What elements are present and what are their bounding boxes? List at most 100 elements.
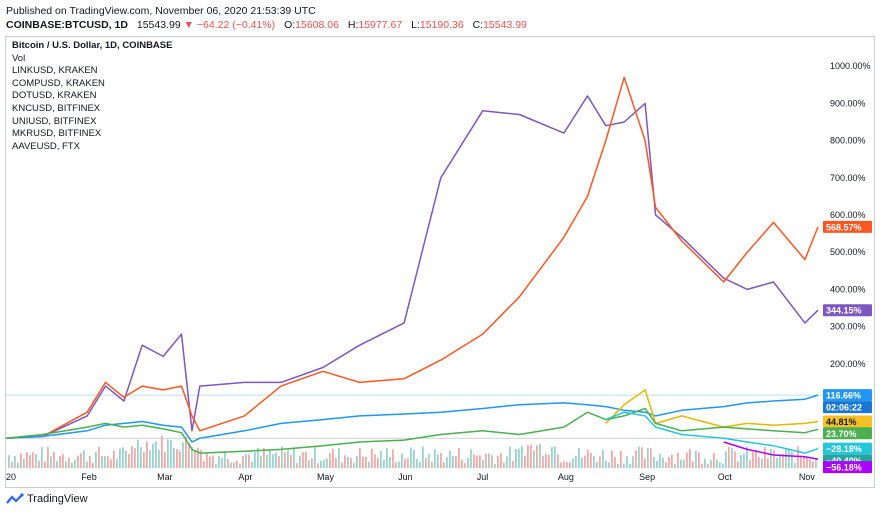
legend-item[interactable]: AAVEUSD, FTX	[12, 140, 80, 152]
volume-bar	[638, 446, 640, 468]
volume-bar	[206, 452, 208, 468]
volume-bar	[569, 462, 571, 468]
volume-bar	[155, 441, 157, 468]
volume-bar	[221, 457, 223, 468]
volume-bar	[326, 458, 328, 468]
x-tick-label: Mar	[157, 472, 173, 482]
legend-item[interactable]: LINKUSD, KRAKEN	[12, 65, 98, 77]
volume-bar	[740, 454, 742, 468]
volume-bar	[194, 450, 196, 468]
value-badge-label: −28.18%	[826, 444, 862, 454]
volume-bar	[521, 445, 523, 468]
volume-bar	[209, 456, 211, 468]
volume-bar	[527, 444, 529, 468]
volume-bar	[551, 447, 553, 468]
volume-bar	[695, 450, 697, 468]
value-badge	[823, 442, 872, 455]
volume-bar	[143, 451, 145, 468]
symbol-label[interactable]: COINBASE:BTCUSD, 1D	[6, 19, 128, 31]
volume-bar	[545, 453, 547, 468]
volume-bar	[152, 443, 154, 468]
volume-bar	[557, 454, 559, 468]
legend-item[interactable]: COMPUSD, KRAKEN	[12, 77, 105, 89]
volume-bar	[479, 455, 481, 468]
volume-bar	[359, 447, 361, 468]
volume-bar	[725, 451, 727, 468]
volume-bar	[86, 461, 88, 468]
y-tick-label: 800.00%	[830, 136, 866, 146]
value-badge-label: 02:06:22	[826, 403, 862, 413]
volume-bar	[575, 455, 577, 468]
volume-bar	[287, 450, 289, 468]
volume-bar	[197, 447, 199, 468]
volume-bar	[338, 447, 340, 468]
legend-item[interactable]: MKRUSD, BITFINEX	[12, 128, 102, 140]
volume-bar	[347, 456, 349, 468]
volume-bar	[470, 449, 472, 468]
volume-bar	[17, 462, 19, 468]
volume-bar	[668, 457, 670, 468]
volume-bar	[164, 451, 166, 468]
volume-bar	[341, 462, 343, 468]
volume-bar	[284, 452, 286, 468]
volume-bar	[161, 435, 163, 468]
volume-bar	[101, 456, 103, 468]
volume-bar	[32, 451, 34, 468]
volume-bar	[719, 462, 721, 468]
volume-bar	[491, 455, 493, 468]
close-label: C:	[472, 19, 484, 31]
volume-bar	[185, 436, 187, 468]
volume-bar	[548, 454, 550, 468]
volume-bar	[110, 459, 112, 468]
volume-bar	[689, 448, 691, 468]
volume-bar	[596, 462, 598, 468]
volume-bar	[743, 453, 745, 468]
volume-bar	[716, 459, 718, 468]
volume-bar	[473, 454, 475, 468]
volume-bar	[803, 457, 805, 468]
legend-item[interactable]: DOTUSD, KRAKEN	[12, 90, 97, 102]
volume-bar	[119, 448, 121, 468]
y-tick-label: 400.00%	[830, 284, 866, 294]
volume-bar	[599, 456, 601, 468]
volume-bar	[137, 439, 139, 468]
volume-bar	[23, 458, 25, 468]
volume-bar	[416, 459, 418, 468]
x-tick-label: Apr	[238, 472, 252, 482]
volume-bar	[308, 460, 310, 468]
volume-bar	[425, 457, 427, 468]
volume-bar	[83, 450, 85, 468]
volume-bar	[461, 459, 463, 468]
value-badge-label: 44.81%	[826, 417, 857, 427]
volume-bar	[662, 457, 664, 468]
volume-bar	[554, 446, 556, 468]
legend-main[interactable]: Bitcoin / U.S. Dollar, 1D, COINBASE	[12, 40, 173, 51]
legend-item[interactable]: Vol	[12, 52, 26, 64]
volume-bar	[488, 453, 490, 468]
volume-bar	[791, 451, 793, 468]
y-tick-label: 300.00%	[830, 322, 866, 332]
value-badge-label: 344.15%	[826, 306, 862, 316]
legend-item[interactable]: KNCUSD, BITFINEX	[12, 102, 101, 114]
volume-bar	[476, 455, 478, 468]
tradingview-logo[interactable]: TradingView	[6, 493, 88, 505]
volume-bar	[539, 443, 541, 468]
volume-bar	[77, 455, 79, 468]
volume-bar	[449, 450, 451, 468]
volume-bar	[404, 459, 406, 468]
volume-bar	[647, 447, 649, 468]
legend-item[interactable]: UNIUSD, BITFINEX	[12, 115, 97, 127]
volume-bar	[74, 459, 76, 468]
volume-bar	[779, 453, 781, 468]
volume-bar	[224, 451, 226, 468]
down-arrow-icon: ▼	[183, 19, 194, 31]
volume-bar	[524, 455, 526, 468]
volume-bar	[134, 448, 136, 468]
volume-bar	[116, 459, 118, 468]
volume-bar	[65, 461, 67, 468]
volume-bar	[815, 459, 817, 468]
volume-bar	[530, 444, 532, 468]
volume-bar	[182, 442, 184, 468]
volume-bar	[602, 449, 604, 468]
